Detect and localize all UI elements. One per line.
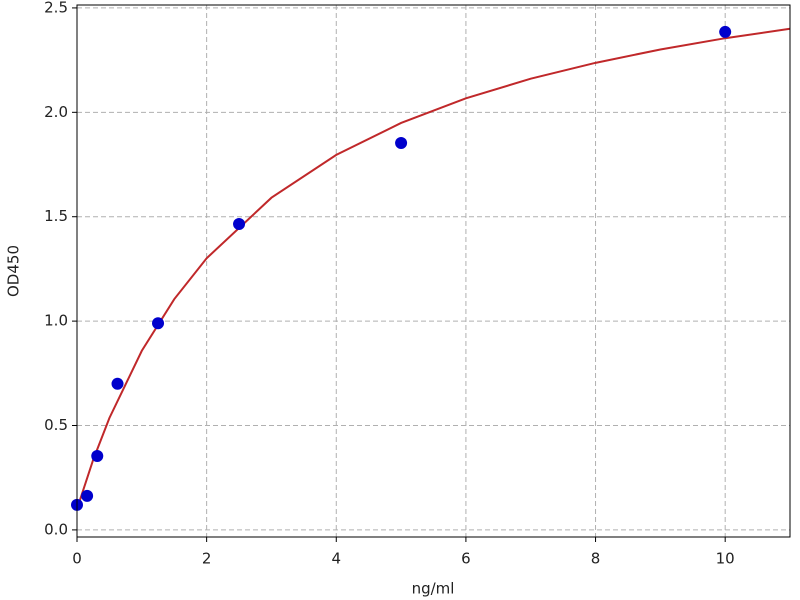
data-point [233,218,246,231]
data-point [81,489,94,502]
data-point [91,449,104,462]
x-tick-label: 8 [591,550,601,568]
x-tick-label: 4 [331,550,341,568]
x-tick-label: 6 [461,550,471,568]
y-tick-label: 0.5 [44,416,68,434]
fit-curve [76,27,791,510]
y-axis-label: OD450 [5,245,23,297]
data-point [719,25,732,38]
x-tick-label: 0 [72,550,82,568]
y-tick-label: 2.5 [44,0,68,16]
data-point [395,137,408,150]
y-tick-label: 2.0 [44,103,68,121]
x-axis-label: ng/ml [412,580,455,598]
y-tick-label: 1.5 [44,207,68,225]
x-tick-label: 2 [202,550,212,568]
x-tick-label: 10 [716,550,735,568]
y-tick-label: 0.0 [44,520,68,538]
data-point [111,377,124,390]
data-point [152,317,165,330]
plot-frame [76,4,791,538]
y-tick-label: 1.0 [44,312,68,330]
